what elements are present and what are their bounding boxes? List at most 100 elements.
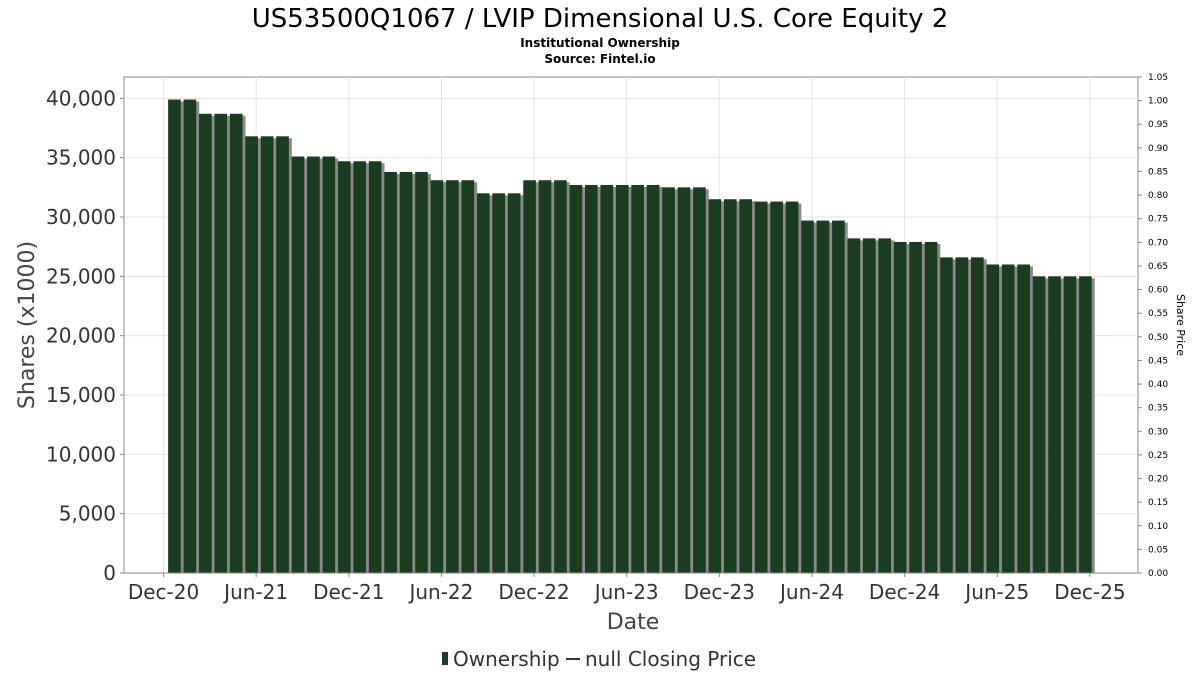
ownership-bar [523, 180, 536, 574]
right-tick-label: 0.20 [1148, 475, 1168, 485]
x-tick-label: Dec-25 [1054, 580, 1125, 604]
right-tick-label: 0.10 [1148, 522, 1168, 532]
y-tick-label: 15,000 [46, 383, 116, 407]
ownership-bar [893, 241, 907, 573]
legend-price-label: null Closing Price [585, 647, 756, 671]
ownership-bar [909, 241, 922, 573]
ownership-bar [569, 184, 583, 573]
ownership-bar [723, 199, 737, 573]
ownership-bar [245, 136, 258, 573]
right-tick-label: 0.50 [1148, 333, 1168, 343]
right-tick-label: 0.05 [1148, 545, 1168, 555]
x-tick-label: Jun-22 [407, 580, 473, 604]
legend-ownership-label: Ownership [453, 647, 560, 671]
ownership-bar [430, 180, 444, 574]
ownership-bar [615, 184, 629, 573]
ownership-bar [801, 220, 814, 573]
ownership-bar [307, 156, 320, 574]
ownership-bar [816, 220, 830, 573]
x-axis-ticks: Dec-20 Jun-21 Dec-21 Jun-22 Dec-22 Jun-23 Dec-… [124, 572, 1138, 604]
x-tick-label: Jun-24 [778, 580, 844, 604]
y-tick-label: 25,000 [46, 264, 116, 288]
ownership-bar [754, 201, 768, 573]
y-tick-label: 20,000 [46, 324, 116, 348]
chart-subtitle-ownership: Institutional Ownership [520, 36, 680, 50]
x-tick-label: Dec-20 [128, 580, 199, 604]
right-tick-label: 0.25 [1148, 451, 1168, 461]
y-tick-label: 5,000 [59, 502, 116, 526]
legend-ownership-swatch [442, 652, 448, 665]
ownership-bar [878, 238, 892, 573]
right-tick-label: 0.90 [1148, 144, 1168, 154]
ownership-bar [708, 199, 722, 573]
ownership-bar [276, 136, 289, 573]
ownership-bar [214, 113, 228, 573]
ownership-bar [1001, 264, 1015, 573]
ownership-bar [739, 199, 753, 573]
ownership-bar [677, 187, 691, 573]
right-tick-label: 0.35 [1148, 404, 1168, 414]
x-tick-label: Dec-24 [869, 580, 940, 604]
right-tick-label: 0.40 [1148, 380, 1168, 390]
right-tick-label: 1.00 [1148, 97, 1168, 107]
ownership-bar [955, 257, 969, 573]
ownership-bar [1079, 276, 1092, 573]
ownership-bar [229, 113, 243, 573]
ownership-bar [847, 238, 861, 573]
ownership-bar [461, 180, 475, 574]
right-tick-label: 0.65 [1148, 262, 1168, 272]
ownership-bar [384, 171, 397, 573]
ownership-bar [924, 241, 938, 573]
ownership-bar [399, 171, 413, 573]
ownership-bar [693, 187, 706, 573]
right-tick-label: 0.00 [1148, 569, 1168, 579]
right-tick-label: 0.75 [1148, 215, 1168, 225]
x-axis-label: Date [607, 610, 660, 635]
bars-layer [168, 99, 1095, 574]
right-tick-label: 0.85 [1148, 167, 1168, 177]
y-tick-label: 0 [103, 561, 116, 585]
chart-subtitle-source: Source: Fintel.io [544, 52, 655, 66]
ownership-bar [353, 161, 367, 573]
x-tick-label: Jun-23 [593, 580, 659, 604]
ownership-bar [646, 184, 660, 573]
ownership-bar [476, 193, 490, 573]
y-tick-label: 40,000 [46, 86, 116, 110]
right-tick-label: 0.70 [1148, 238, 1168, 248]
right-tick-label: 1.05 [1148, 73, 1168, 83]
ownership-bar [168, 99, 181, 573]
x-tick-label: Jun-21 [222, 580, 288, 604]
right-axis-ticks: 0.00 0.05 0.10 0.15 0.20 0.25 0.30 0.35 0.40 0.45… [1138, 73, 1168, 579]
ownership-bar [368, 161, 382, 573]
y-tick-label: 30,000 [46, 205, 116, 229]
y-tick-label: 35,000 [46, 146, 116, 170]
right-axis-label: Share Price [1174, 294, 1187, 356]
ownership-bar [940, 257, 953, 573]
ownership-bar [600, 184, 614, 573]
ownership-bar [322, 156, 336, 574]
ownership-bar [446, 180, 459, 574]
right-tick-label: 0.95 [1148, 120, 1168, 130]
x-tick-label: Dec-21 [313, 580, 384, 604]
right-tick-label: 0.60 [1148, 286, 1168, 296]
ownership-bar [507, 193, 521, 573]
ownership-bar [291, 156, 305, 574]
ownership-bar [199, 113, 212, 573]
ownership-bar [538, 180, 552, 574]
ownership-bar [770, 201, 783, 573]
right-tick-label: 0.45 [1148, 356, 1168, 366]
ownership-bar [260, 136, 274, 573]
ownership-bar [862, 238, 876, 573]
chart-title: US53500Q1067 / LVIP Dimensional U.S. Cor… [252, 4, 949, 34]
ownership-bar [415, 171, 428, 573]
right-tick-label: 0.55 [1148, 309, 1168, 319]
ownership-bar [986, 264, 1000, 573]
ownership-bar [1017, 264, 1030, 573]
y-tick-label: 10,000 [46, 442, 116, 466]
ownership-bar [971, 257, 984, 573]
ownership-bar [785, 201, 799, 573]
ownership-bar [832, 220, 845, 573]
ownership-bar [1032, 276, 1046, 573]
x-tick-label: Dec-22 [498, 580, 569, 604]
